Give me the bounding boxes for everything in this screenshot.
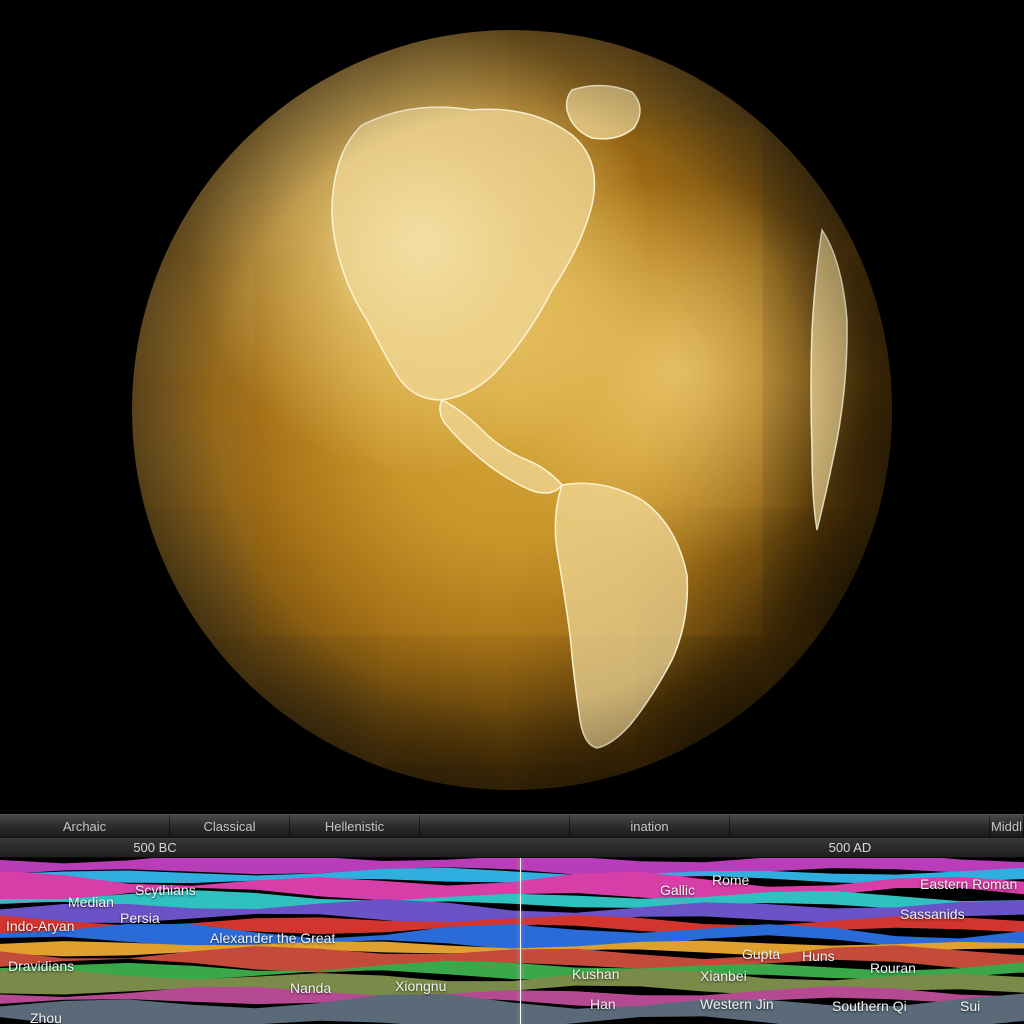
continent-greenland <box>567 85 640 138</box>
continent-edge-right <box>811 230 847 530</box>
era-segment[interactable]: ination <box>570 815 730 837</box>
era-segment[interactable] <box>420 815 570 837</box>
gold-globe[interactable] <box>132 30 892 790</box>
globe-container <box>132 30 892 790</box>
year-bar[interactable]: 500 BC 500 AD <box>0 838 1024 858</box>
year-mark: 500 AD <box>829 840 872 855</box>
era-segment[interactable] <box>730 815 990 837</box>
era-bar[interactable]: ArchaicClassicalHellenistic ination Middl <box>0 814 1024 838</box>
stream-chart[interactable]: MedianIndo-AryanScythiansPersiaDravidian… <box>0 858 1024 1024</box>
stream-svg <box>0 858 1024 1024</box>
continent-central-america <box>440 400 562 493</box>
year-mark: 500 BC <box>133 840 176 855</box>
continent-north-america <box>332 107 595 400</box>
stream-band[interactable] <box>0 961 1024 980</box>
era-segment[interactable]: Middl <box>990 815 1024 837</box>
playhead[interactable] <box>520 858 521 1024</box>
continent-south-america <box>555 483 687 748</box>
timeline-panel[interactable]: ArchaicClassicalHellenisticinationMiddl … <box>0 814 1024 1024</box>
era-segment[interactable]: Archaic <box>0 815 170 837</box>
era-segment[interactable]: Hellenistic <box>290 815 420 837</box>
continents-svg <box>132 30 892 790</box>
era-segment[interactable]: Classical <box>170 815 290 837</box>
